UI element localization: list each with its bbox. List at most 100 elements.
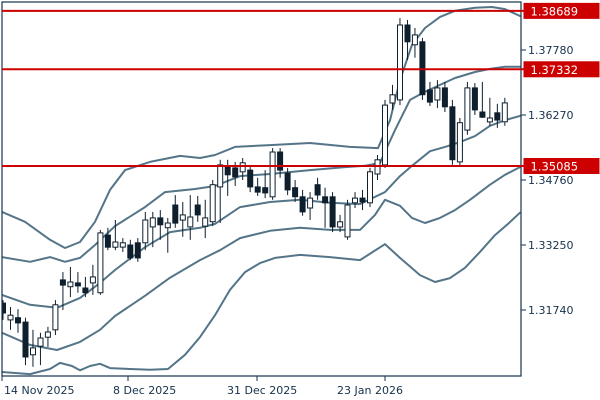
y-tick-label: 1.36270 [528, 109, 574, 122]
candle-body [344, 204, 351, 238]
candle-body [44, 331, 51, 338]
candle [284, 167, 291, 196]
candle [269, 148, 276, 200]
bollinger-bands [2, 6, 521, 376]
candle [359, 189, 366, 211]
candle [374, 155, 381, 180]
candle-body [299, 196, 306, 213]
candle-body [82, 287, 89, 294]
candle-body [494, 112, 501, 121]
candle [471, 83, 478, 115]
candle [411, 28, 418, 58]
candle [382, 99, 388, 168]
candle [2, 300, 6, 320]
candle-body [292, 187, 299, 198]
candle [299, 189, 306, 216]
candle-body [134, 242, 141, 259]
candle [344, 199, 351, 240]
candle [187, 195, 194, 240]
candle-body [179, 214, 186, 221]
level-price-tag[interactable] [523, 2, 600, 19]
candle-body [37, 337, 44, 347]
candle-body [224, 166, 231, 176]
candle-body [314, 184, 321, 196]
candle-body [67, 281, 74, 288]
candle-body [119, 242, 126, 248]
time-axis: 14 Nov 2025 8 Dec 2025 31 Dec 2025 23 Jan 2… [1, 376, 403, 397]
candle [262, 170, 269, 199]
candle-body [127, 244, 134, 259]
candle [209, 180, 216, 227]
band-line-upper1 [2, 65, 521, 263]
candle-body [411, 34, 418, 46]
candle [37, 332, 44, 366]
candle-body [7, 314, 14, 321]
candle-body [202, 217, 209, 227]
price-axis: 1.37780 1.36270 1.34760 1.33250 1.31740 [521, 44, 574, 317]
candle-body [337, 221, 344, 228]
candle-body [142, 219, 149, 244]
candle-body [164, 222, 171, 229]
candle [52, 300, 59, 335]
candle [15, 309, 21, 333]
level-price-tag[interactable] [523, 158, 600, 175]
candle-body [397, 24, 403, 101]
candle-body [389, 94, 396, 104]
candle-body [382, 104, 388, 166]
candle [217, 159, 224, 223]
candle [7, 307, 14, 330]
y-tick-label: 1.31740 [528, 304, 574, 317]
candle-body [15, 317, 21, 324]
candle [22, 317, 29, 366]
candle [239, 158, 246, 180]
candle [314, 177, 321, 200]
candle-body [501, 102, 508, 123]
band-line-lower1 [2, 166, 521, 351]
candle-body [209, 184, 216, 223]
candle [97, 229, 104, 295]
candle [142, 211, 149, 251]
candle-body [464, 87, 471, 131]
candle-body [404, 24, 411, 43]
candle [494, 103, 501, 128]
candle [456, 118, 463, 166]
plot-frame [1, 1, 522, 377]
candle-body [329, 196, 336, 228]
candle-body [149, 217, 156, 228]
candle-body [419, 41, 426, 96]
candle-body [239, 162, 246, 173]
candle-body [112, 241, 119, 248]
candle [329, 192, 336, 233]
candle [202, 199, 209, 239]
candle-body [187, 216, 194, 228]
candle [441, 81, 448, 112]
candle [277, 148, 284, 178]
candle [149, 211, 156, 248]
candle-body [30, 347, 36, 356]
candle [449, 99, 456, 165]
candle-body [172, 204, 179, 224]
candle-body [456, 122, 463, 163]
candle-body [52, 304, 59, 331]
candle [322, 187, 329, 228]
candle [172, 195, 179, 228]
candle-body [157, 217, 164, 226]
y-tick-label: 1.37780 [528, 44, 574, 57]
candle-body [74, 282, 81, 287]
candle [30, 329, 36, 367]
level-price-label: 1.37332 [531, 63, 579, 77]
band-line-lower2 [2, 211, 521, 376]
candle [67, 267, 74, 298]
candle [127, 239, 134, 261]
candle [337, 214, 344, 233]
candle-body [471, 87, 478, 111]
candle [119, 238, 126, 252]
candle [367, 167, 373, 208]
candle-body [486, 117, 493, 123]
candle-body [217, 164, 224, 188]
candle [194, 195, 201, 222]
candle-body [449, 106, 456, 161]
level-price-tag[interactable] [523, 61, 600, 78]
candle-body [277, 151, 284, 171]
